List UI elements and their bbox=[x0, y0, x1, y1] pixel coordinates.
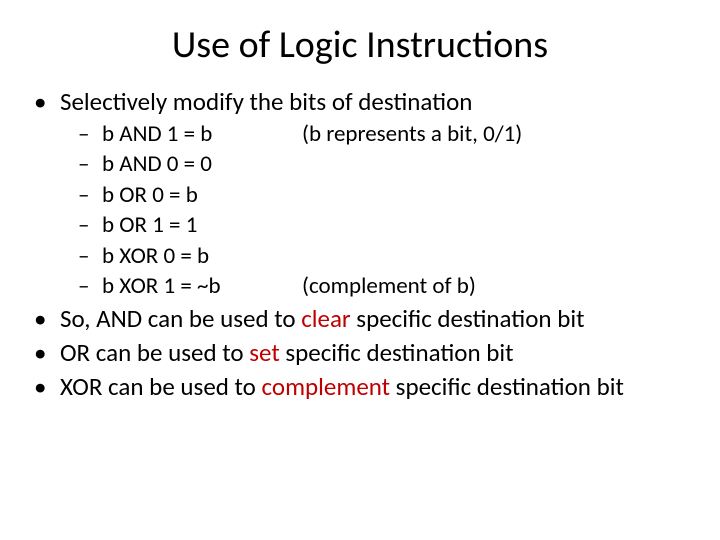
rule-item: – b XOR 1 = ~b (complement of b) bbox=[34, 272, 690, 301]
rule-expr: b OR 0 = b bbox=[102, 181, 302, 210]
rule-item: – b AND 1 = b (b represents a bit, 0/1) bbox=[34, 120, 690, 149]
slide-body: • Selectively modify the bits of destina… bbox=[0, 86, 720, 403]
bullet-main: • Selectively modify the bits of destina… bbox=[34, 86, 690, 118]
bullet-glyph: • bbox=[34, 86, 60, 118]
rule-item: – b OR 0 = b bbox=[34, 181, 690, 210]
dash-glyph: – bbox=[78, 211, 102, 240]
bullet-glyph: • bbox=[34, 371, 60, 403]
dash-glyph: – bbox=[78, 150, 102, 179]
dash-glyph: – bbox=[78, 120, 102, 149]
dash-glyph: – bbox=[78, 272, 102, 301]
slide: Use of Logic Instructions • Selectively … bbox=[0, 0, 720, 540]
dash-glyph: – bbox=[78, 181, 102, 210]
summary-highlight: complement bbox=[262, 371, 391, 402]
rule-expr: b XOR 1 = ~b bbox=[102, 272, 302, 301]
bullet-glyph: • bbox=[34, 303, 60, 335]
summary-item: • So, AND can be used to clear specific … bbox=[34, 303, 690, 335]
rule-expr: b XOR 0 = b bbox=[102, 242, 302, 271]
summary-pre: So, AND can be used to bbox=[60, 303, 301, 334]
rule-expr: b AND 0 = 0 bbox=[102, 150, 302, 179]
rule-note: (b represents a bit, 0/1) bbox=[302, 120, 522, 149]
summary-post: specific destination bit bbox=[390, 371, 624, 402]
rule-note: (complement of b) bbox=[302, 272, 476, 301]
bullet-glyph: • bbox=[34, 337, 60, 369]
summary-pre: OR can be used to bbox=[60, 337, 249, 368]
summary-highlight: set bbox=[249, 337, 279, 368]
rule-item: – b AND 0 = 0 bbox=[34, 150, 690, 179]
summary-pre: XOR can be used to bbox=[60, 371, 262, 402]
rule-expr: b OR 1 = 1 bbox=[102, 211, 302, 240]
slide-title: Use of Logic Instructions bbox=[0, 0, 720, 86]
rule-item: – b XOR 0 = b bbox=[34, 242, 690, 271]
summary-item: • OR can be used to set specific destina… bbox=[34, 337, 690, 369]
summary-post: specific destination bit bbox=[280, 337, 514, 368]
summary-highlight: clear bbox=[301, 303, 350, 334]
rule-expr: b AND 1 = b bbox=[102, 120, 302, 149]
dash-glyph: – bbox=[78, 242, 102, 271]
bullet-main-text: Selectively modify the bits of destinati… bbox=[60, 86, 472, 118]
summary-item: • XOR can be used to complement specific… bbox=[34, 371, 690, 403]
summary-post: specific destination bit bbox=[351, 303, 585, 334]
rule-item: – b OR 1 = 1 bbox=[34, 211, 690, 240]
